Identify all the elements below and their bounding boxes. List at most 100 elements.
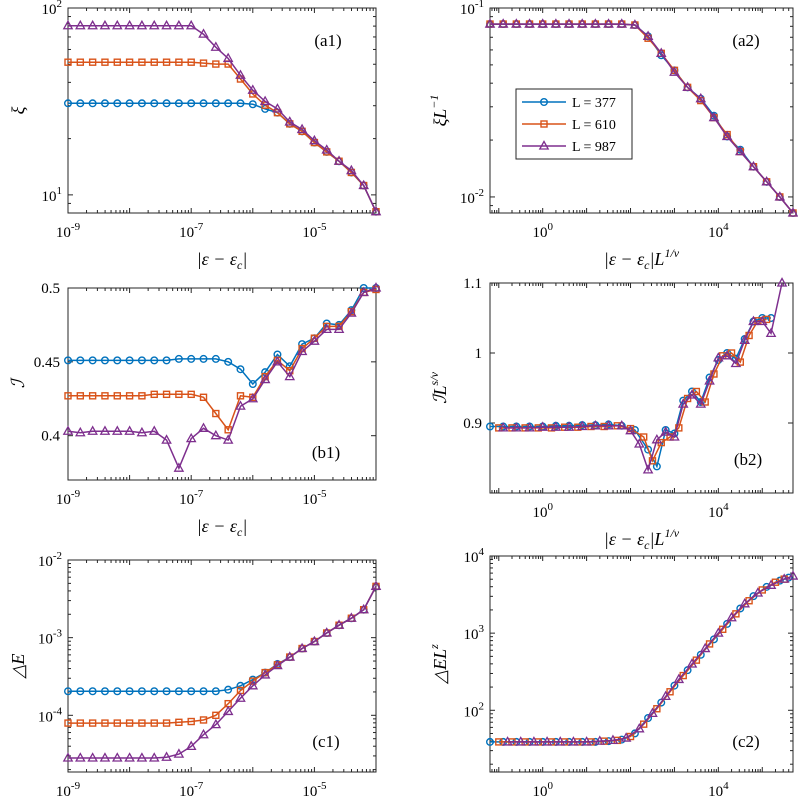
- data-point: [550, 421, 562, 431]
- legend: L = 377 L = 610 L = 987: [515, 88, 633, 160]
- data-point: [713, 352, 724, 362]
- data-point: [721, 349, 733, 360]
- legend-item-L377: L = 377: [522, 96, 616, 111]
- data-point: [734, 145, 746, 156]
- series-L987: [484, 18, 798, 217]
- data-point: [616, 18, 628, 28]
- data-point: [63, 99, 72, 108]
- data-point: [497, 18, 509, 28]
- data-point: [721, 130, 733, 141]
- data-point: [75, 19, 86, 30]
- data-point: [175, 390, 183, 399]
- data-point: [187, 99, 196, 108]
- data-point: [730, 357, 742, 368]
- data-point: [99, 425, 111, 435]
- axes-frame: [67, 559, 377, 773]
- data-point: [616, 419, 628, 430]
- axes-frame: [489, 555, 794, 773]
- data-point: [752, 587, 764, 597]
- y-tick-label: 103: [464, 623, 485, 643]
- data-point: [76, 687, 85, 696]
- series-line: [507, 575, 794, 743]
- data-point: [607, 734, 619, 745]
- data-point: [124, 752, 135, 762]
- x-tick-label: 10-9: [56, 780, 81, 800]
- data-point: [669, 431, 680, 441]
- data-point: [272, 659, 283, 670]
- data-point: [603, 18, 614, 28]
- data-point: [309, 635, 320, 646]
- data-point: [655, 47, 667, 57]
- plot-area: [62, 19, 382, 216]
- data-point: [677, 398, 689, 408]
- data-point: [787, 570, 798, 580]
- data-point: [137, 99, 146, 108]
- x-tick-label: 10-5: [302, 221, 327, 241]
- legend-marker: [538, 140, 550, 150]
- y-tick-label: 104: [464, 546, 485, 566]
- y-tick-label: 0.45: [34, 355, 60, 371]
- x-axis-label: |ε − εc|L1/ν: [604, 246, 680, 272]
- data-point: [199, 59, 208, 67]
- data-point: [113, 99, 122, 108]
- data-point: [563, 18, 575, 28]
- data-point: [212, 711, 220, 720]
- data-point: [358, 179, 369, 190]
- data-point: [125, 392, 134, 400]
- data-point: [88, 356, 97, 365]
- data-point: [515, 736, 527, 746]
- data-point: [173, 748, 185, 758]
- data-point: [76, 58, 85, 66]
- data-point: [705, 640, 714, 648]
- data-point: [113, 356, 122, 365]
- data-point: [495, 738, 503, 746]
- y-tick-label: 1: [475, 346, 483, 362]
- data-point: [150, 687, 159, 696]
- data-point: [198, 28, 209, 38]
- data-point: [739, 334, 751, 345]
- data-point: [150, 58, 158, 66]
- data-point: [333, 323, 345, 334]
- data-point: [162, 356, 171, 365]
- data-point: [222, 52, 234, 63]
- data-point: [359, 284, 368, 293]
- data-point: [699, 642, 711, 653]
- data-point: [125, 99, 134, 108]
- data-point: [679, 671, 687, 680]
- legend-marker: [540, 120, 548, 128]
- data-point: [775, 576, 784, 585]
- data-point: [235, 692, 246, 702]
- ticks: [67, 559, 377, 772]
- data-point: [576, 420, 588, 431]
- y-tick-label: 1.1: [463, 276, 482, 292]
- y-tick-label: 10-2: [460, 187, 484, 207]
- data-point: [137, 356, 146, 365]
- x-axis-label: |ε − εc|: [197, 249, 248, 272]
- data-point: [75, 752, 86, 762]
- plot-area: [62, 282, 382, 472]
- data-point: [358, 603, 369, 614]
- data-point: [247, 679, 259, 690]
- data-point: [222, 705, 234, 716]
- y-axis-label: △E: [8, 654, 28, 680]
- y-axis-label: ℐLs/ν: [427, 371, 450, 403]
- data-point: [652, 462, 661, 471]
- series-L987: [62, 282, 382, 472]
- panel-tag: (a2): [732, 31, 759, 50]
- x-tick-label: 10-7: [179, 221, 204, 241]
- data-point: [148, 425, 160, 435]
- data-point: [62, 425, 74, 435]
- data-point: [692, 656, 701, 664]
- data-point: [272, 356, 283, 366]
- data-point: [224, 357, 233, 366]
- data-point: [187, 58, 195, 66]
- data-point: [486, 737, 495, 746]
- data-point: [88, 719, 97, 727]
- x-tick-label: 10-7: [179, 780, 204, 800]
- x-tick-label: 10-9: [56, 488, 81, 508]
- data-point: [639, 433, 648, 441]
- data-point: [236, 392, 245, 400]
- data-point: [99, 19, 111, 30]
- data-point: [88, 58, 97, 66]
- series-L987: [502, 570, 798, 746]
